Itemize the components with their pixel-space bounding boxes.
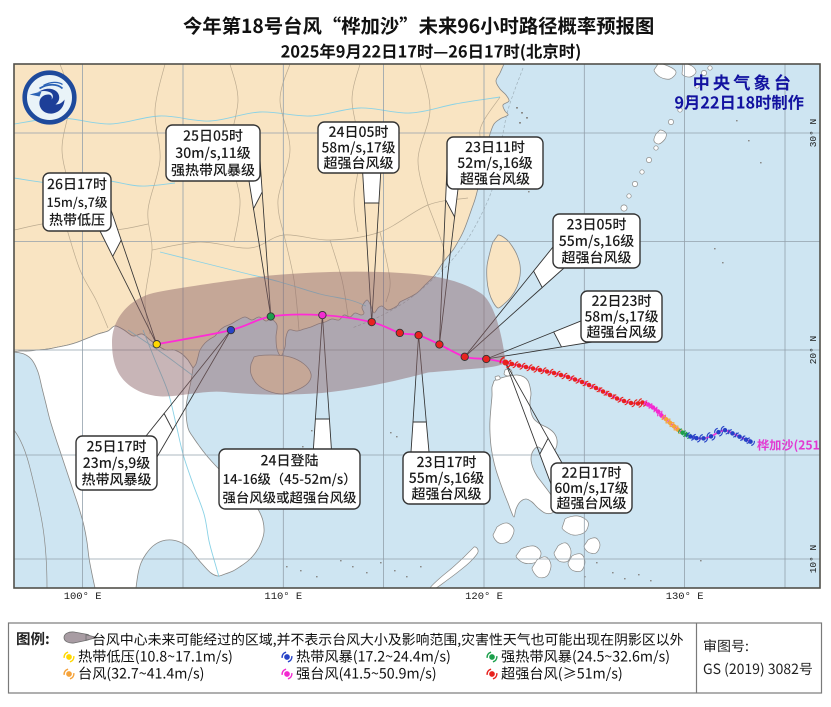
svg-text:100° E: 100° E [64, 591, 102, 603]
svg-text:10° N: 10° N [808, 545, 819, 574]
svg-text:110° E: 110° E [264, 591, 302, 603]
svg-text:30° N: 30° N [808, 119, 819, 148]
svg-text:120° E: 120° E [465, 591, 503, 603]
svg-text:130° E: 130° E [666, 591, 704, 603]
svg-text:20° N: 20° N [808, 336, 819, 365]
